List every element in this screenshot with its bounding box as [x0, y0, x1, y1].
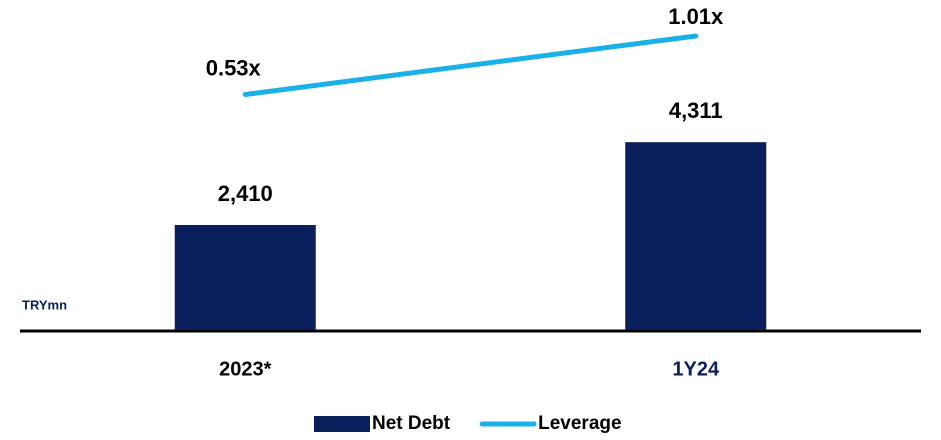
- legend-swatch: [314, 416, 370, 432]
- line: [242, 33, 699, 98]
- x-tick-label: 2023*: [219, 358, 271, 380]
- unit-annotation: TRYmn: [22, 297, 67, 312]
- bar: [625, 142, 767, 330]
- bar: [174, 224, 316, 330]
- legend-label: Leverage: [538, 413, 621, 434]
- legend-label: Net Debt: [372, 413, 451, 434]
- data-label: 0.53x: [206, 55, 262, 80]
- data-label: 1.01x: [668, 4, 724, 29]
- x-tick-label: 1Y24: [672, 358, 720, 380]
- data-label: 2,410: [218, 181, 273, 206]
- data-label: 4,311: [669, 98, 723, 123]
